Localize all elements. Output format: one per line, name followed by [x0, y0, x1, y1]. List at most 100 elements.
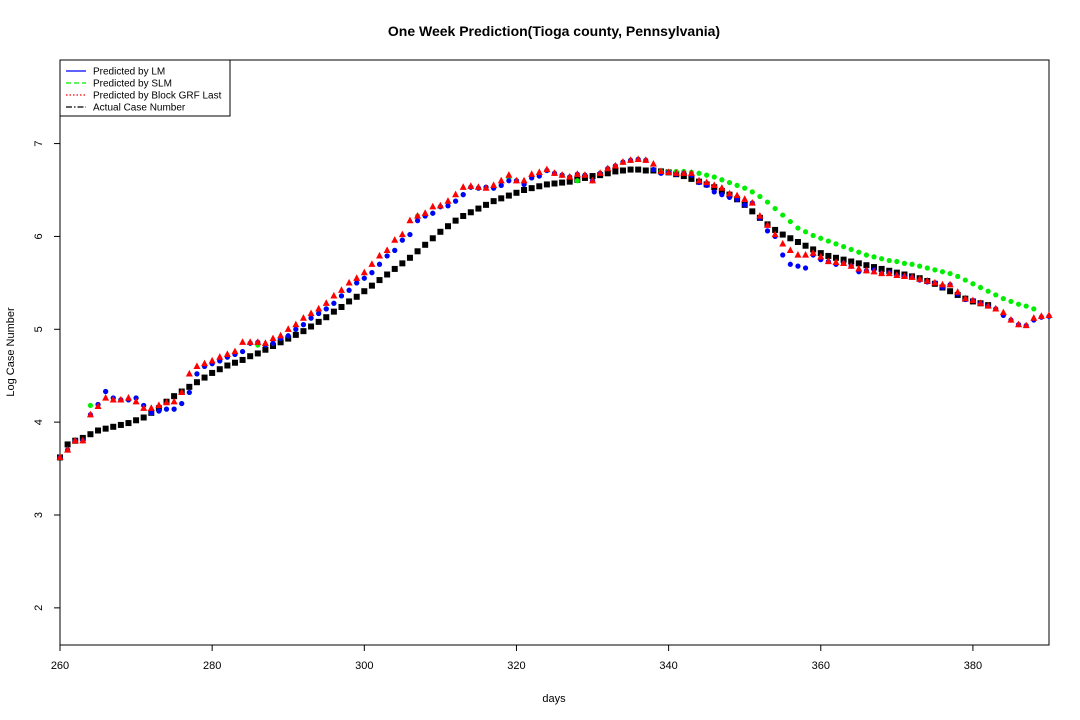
data-point — [863, 252, 870, 258]
data-point — [581, 174, 588, 181]
data-point — [855, 260, 862, 267]
data-point — [194, 371, 200, 377]
data-point — [86, 410, 94, 418]
data-point — [574, 178, 580, 184]
data-point — [649, 160, 657, 167]
data-point — [908, 273, 916, 280]
legend-label: Predicted by Block GRF Last — [93, 91, 222, 102]
data-point — [870, 267, 878, 275]
data-point — [383, 246, 391, 253]
data-point — [946, 280, 954, 288]
data-point — [993, 292, 999, 298]
data-point — [299, 314, 307, 321]
data-point — [460, 192, 466, 198]
x-tick-label: 320 — [507, 660, 525, 672]
data-point — [475, 205, 482, 212]
data-point — [947, 270, 953, 277]
data-point — [1030, 314, 1038, 321]
x-tick-label: 360 — [812, 660, 830, 672]
data-point — [421, 209, 429, 216]
data-point — [109, 395, 117, 403]
data-point — [376, 277, 383, 284]
data-point — [619, 167, 626, 174]
data-point — [733, 191, 741, 199]
data-point — [954, 288, 962, 295]
data-point — [885, 269, 893, 277]
data-point — [961, 294, 969, 302]
data-point — [589, 173, 596, 180]
data-point — [787, 235, 794, 242]
data-point — [56, 453, 64, 461]
data-point — [354, 280, 360, 286]
data-point — [178, 388, 186, 396]
data-point — [802, 242, 809, 249]
data-point — [247, 353, 254, 360]
data-point — [832, 258, 840, 266]
data-point — [231, 359, 238, 366]
data-point — [346, 298, 353, 305]
data-point — [186, 389, 192, 396]
data-point — [802, 251, 810, 258]
data-point — [704, 172, 710, 178]
data-point — [710, 181, 718, 188]
data-point — [749, 208, 756, 215]
data-point — [353, 274, 361, 281]
data-point — [604, 164, 612, 172]
data-point — [490, 181, 498, 188]
data-point — [216, 353, 224, 360]
data-point — [543, 181, 550, 188]
data-point — [824, 257, 832, 265]
data-point — [893, 271, 901, 279]
data-point — [384, 253, 390, 259]
data-point — [414, 248, 421, 255]
plot-frame — [59, 59, 1050, 646]
data-point — [825, 238, 831, 244]
data-point — [536, 183, 543, 190]
data-point — [269, 334, 277, 342]
data-point — [551, 180, 558, 187]
data-point — [984, 302, 992, 309]
data-point — [497, 176, 505, 184]
data-point — [87, 402, 94, 409]
data-point — [270, 343, 277, 349]
data-point — [452, 217, 459, 224]
data-point — [293, 326, 299, 332]
data-point — [285, 333, 291, 339]
data-point — [414, 212, 422, 219]
data-point — [742, 202, 748, 208]
data-point — [718, 187, 725, 194]
data-point — [277, 339, 284, 346]
data-point — [521, 187, 528, 193]
data-point — [360, 268, 368, 276]
data-point — [847, 262, 855, 269]
chart-title: One Week Prediction(Tioga county, Pennsy… — [388, 23, 720, 39]
data-point — [353, 293, 360, 300]
data-point — [742, 185, 748, 191]
data-point — [757, 193, 763, 200]
series-0 — [57, 166, 992, 461]
data-point — [430, 210, 436, 216]
data-point — [322, 299, 330, 306]
data-point — [498, 195, 505, 202]
data-point — [810, 232, 816, 239]
data-point — [581, 171, 589, 178]
data-point — [444, 223, 451, 230]
data-point — [490, 198, 497, 205]
x-tick-label: 300 — [355, 660, 373, 672]
data-point — [848, 246, 854, 253]
data-point — [201, 374, 208, 381]
data-point — [1045, 311, 1053, 318]
x-tick-label: 280 — [203, 660, 221, 672]
data-point — [338, 293, 345, 299]
data-point — [186, 383, 193, 390]
data-point — [695, 176, 703, 184]
data-point — [346, 287, 352, 293]
y-tick-label: 2 — [33, 605, 45, 611]
data-point — [1037, 312, 1045, 319]
data-point — [687, 169, 695, 176]
data-point — [642, 167, 649, 174]
data-point — [284, 325, 292, 332]
y-axis: 2 3 4 5 6 7 — [33, 141, 60, 611]
data-point — [445, 203, 451, 209]
